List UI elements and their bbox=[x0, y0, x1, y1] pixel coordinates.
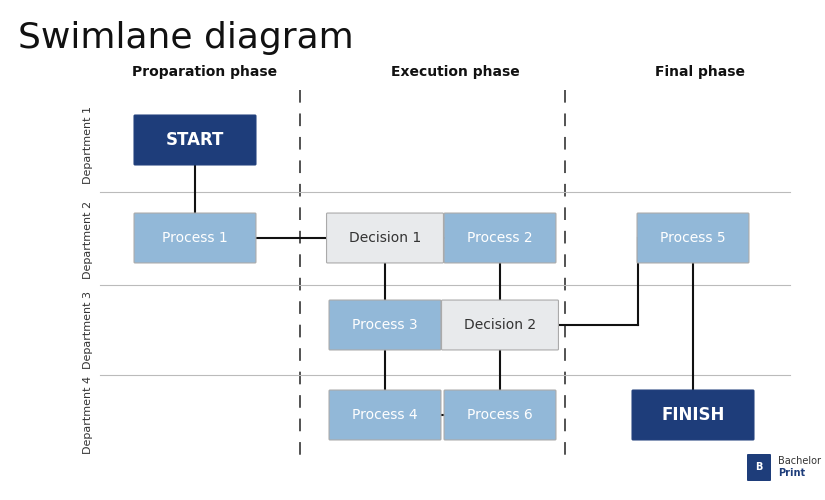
FancyBboxPatch shape bbox=[637, 213, 749, 263]
Text: Process 3: Process 3 bbox=[352, 318, 417, 332]
Text: START: START bbox=[166, 131, 224, 149]
FancyBboxPatch shape bbox=[444, 213, 556, 263]
Text: B: B bbox=[756, 462, 762, 472]
Text: Print: Print bbox=[778, 468, 805, 478]
Text: Execution phase: Execution phase bbox=[390, 65, 520, 79]
Text: Department 4: Department 4 bbox=[83, 376, 93, 454]
FancyBboxPatch shape bbox=[444, 390, 556, 440]
Text: Process 5: Process 5 bbox=[660, 231, 726, 245]
FancyBboxPatch shape bbox=[134, 115, 256, 165]
Text: Process 1: Process 1 bbox=[163, 231, 228, 245]
Text: Department 2: Department 2 bbox=[83, 201, 93, 279]
Text: Swimlane diagram: Swimlane diagram bbox=[18, 21, 354, 55]
Text: Process 2: Process 2 bbox=[467, 231, 533, 245]
Text: Decision 1: Decision 1 bbox=[349, 231, 421, 245]
FancyBboxPatch shape bbox=[441, 300, 559, 350]
FancyBboxPatch shape bbox=[329, 300, 441, 350]
FancyBboxPatch shape bbox=[632, 390, 754, 440]
FancyBboxPatch shape bbox=[327, 213, 444, 263]
FancyBboxPatch shape bbox=[329, 390, 441, 440]
Text: Bachelor: Bachelor bbox=[778, 456, 821, 466]
Text: Proparation phase: Proparation phase bbox=[133, 65, 277, 79]
FancyBboxPatch shape bbox=[134, 213, 256, 263]
Text: Process 6: Process 6 bbox=[467, 408, 533, 422]
Text: FINISH: FINISH bbox=[662, 406, 724, 424]
Text: Final phase: Final phase bbox=[655, 65, 745, 79]
Text: Decision 2: Decision 2 bbox=[464, 318, 536, 332]
Text: Department 1: Department 1 bbox=[83, 106, 93, 184]
Text: Department 3: Department 3 bbox=[83, 291, 93, 369]
FancyBboxPatch shape bbox=[747, 454, 771, 481]
Text: Process 4: Process 4 bbox=[352, 408, 417, 422]
